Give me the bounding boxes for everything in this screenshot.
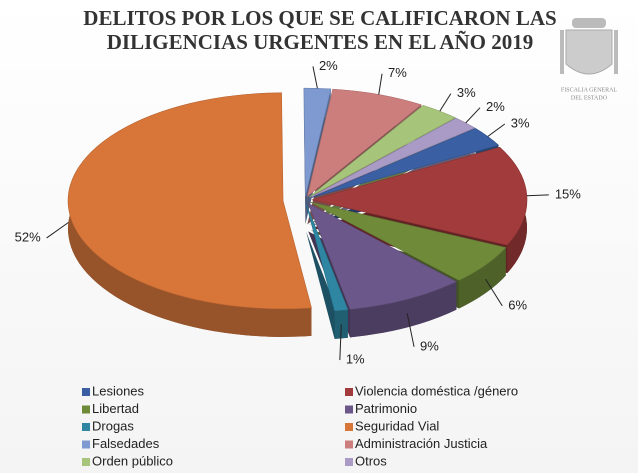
data-label: 15% bbox=[555, 186, 581, 201]
legend-label: Otros bbox=[355, 453, 387, 468]
legend-label: Seguridad Vial bbox=[355, 418, 439, 433]
leader-line bbox=[439, 93, 452, 112]
legend-swatch bbox=[345, 458, 353, 466]
leader-line bbox=[378, 73, 383, 95]
legend-swatch bbox=[82, 423, 90, 431]
legend-swatch bbox=[82, 405, 90, 414]
legend-label: Patrimonio bbox=[355, 401, 417, 416]
data-label: 3% bbox=[457, 85, 476, 100]
slice bbox=[307, 202, 458, 310]
data-label: 2% bbox=[319, 58, 338, 73]
leader-line bbox=[487, 123, 506, 137]
data-label: 9% bbox=[420, 338, 439, 353]
data-label: 7% bbox=[388, 65, 407, 80]
leader-line bbox=[406, 313, 415, 347]
logo: FISCALIA GENERAL DEL ESTADO bbox=[560, 18, 618, 101]
legend-label: Orden público bbox=[92, 453, 173, 468]
leader-line bbox=[465, 107, 481, 124]
legend-swatch bbox=[82, 440, 90, 449]
slice-side bbox=[68, 92, 312, 337]
data-label: 1% bbox=[346, 351, 365, 366]
logo-pillar bbox=[560, 30, 564, 74]
leader-line bbox=[312, 66, 318, 89]
leader-line bbox=[526, 194, 549, 197]
leader-line bbox=[46, 221, 69, 239]
logo-text: DEL ESTADO bbox=[571, 95, 608, 101]
slice bbox=[310, 201, 507, 281]
logo-pillar bbox=[614, 30, 618, 74]
slice-side bbox=[349, 281, 457, 338]
data-label: 3% bbox=[511, 115, 530, 130]
legend-swatch bbox=[345, 388, 353, 396]
data-label: 52% bbox=[15, 229, 41, 244]
logo-crown bbox=[572, 18, 606, 28]
legend-label: Violencia doméstica /género bbox=[355, 383, 518, 398]
slice bbox=[303, 87, 332, 197]
data-label: 2% bbox=[486, 99, 505, 114]
slice-side bbox=[458, 247, 506, 309]
slice bbox=[67, 92, 312, 310]
legend-label: Lesiones bbox=[92, 383, 145, 398]
slice bbox=[310, 128, 500, 199]
slice-side bbox=[334, 309, 348, 339]
legend-swatch bbox=[345, 405, 353, 414]
legend-label: Libertad bbox=[92, 401, 139, 416]
legend-label: Drogas bbox=[92, 418, 134, 433]
legend-label: Administración Justicia bbox=[355, 436, 488, 451]
legend-label: Falsedades bbox=[92, 436, 160, 451]
slice bbox=[311, 146, 528, 246]
leader-line bbox=[339, 324, 342, 361]
chart-title: DELITOS POR LOS QUE SE CALIFICARON LAS D… bbox=[83, 6, 557, 54]
legend-swatch bbox=[82, 388, 90, 396]
slice bbox=[305, 203, 349, 312]
logo-shield bbox=[565, 29, 613, 75]
data-label: 6% bbox=[508, 297, 527, 312]
legend-swatch bbox=[345, 440, 353, 449]
leader-line bbox=[485, 278, 503, 307]
legend-swatch bbox=[345, 423, 353, 431]
legend-swatch bbox=[82, 458, 90, 466]
logo-text: FISCALIA GENERAL bbox=[561, 87, 618, 93]
